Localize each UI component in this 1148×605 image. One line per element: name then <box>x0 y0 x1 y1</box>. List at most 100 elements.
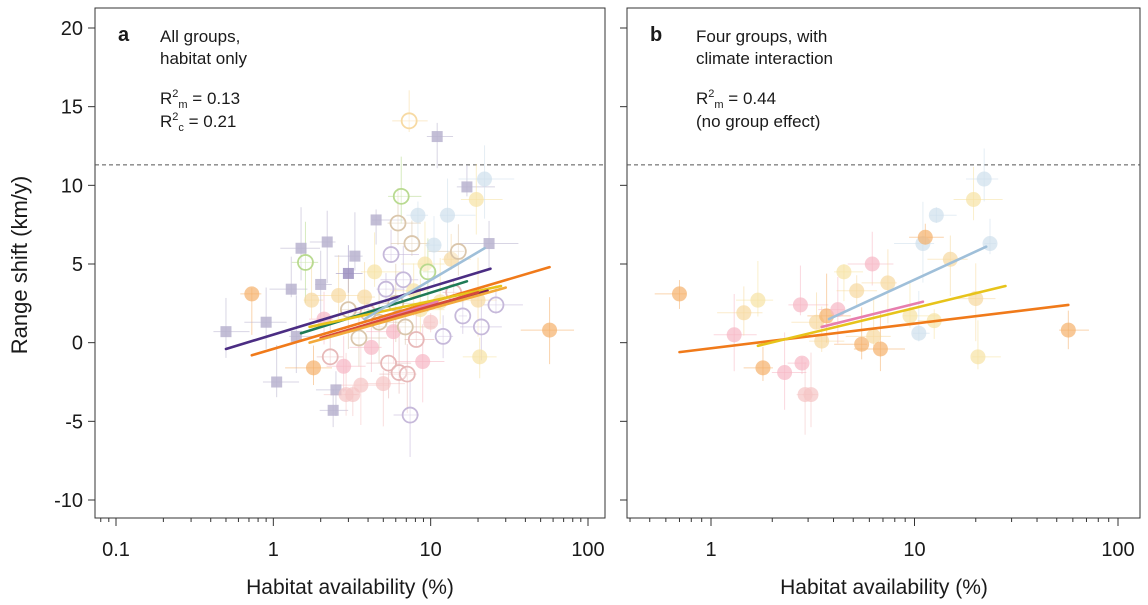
panel-b-x-tick-label: 10 <box>903 539 925 561</box>
y-tick-label: 5 <box>72 254 83 276</box>
regression-line <box>363 246 486 321</box>
y-tick-label: -10 <box>54 490 83 512</box>
data-point-open-circle <box>434 327 452 345</box>
data-point-circle <box>410 207 426 223</box>
panel-b-x-tick-label: 100 <box>1101 539 1134 561</box>
data-point-circle <box>472 349 488 365</box>
data-point-circle <box>970 349 986 365</box>
data-point-circle <box>468 191 484 207</box>
y-tick-label: 0 <box>72 333 83 355</box>
data-point-circle <box>750 292 766 308</box>
data-point-square <box>321 236 333 248</box>
data-point-open-circle <box>321 348 339 366</box>
panel-a-title-line2: habitat only <box>160 49 247 68</box>
panel-a-x-tick-label: 10 <box>420 539 442 561</box>
data-point-circle <box>671 286 687 302</box>
panel-b-stat-note: (no group effect) <box>696 112 820 131</box>
data-point-open-circle <box>297 254 314 271</box>
data-point-open-circle <box>419 263 437 281</box>
regression-line <box>820 300 925 329</box>
data-point-open-circle <box>392 187 410 205</box>
data-point-circle <box>854 336 870 352</box>
data-point-circle <box>426 237 442 253</box>
data-point-open-circle <box>398 365 416 383</box>
data-point-square <box>290 330 302 342</box>
data-point-circle <box>976 171 992 187</box>
regression-line <box>250 265 551 357</box>
data-point-circle <box>982 236 998 252</box>
data-point-circle <box>353 377 369 393</box>
data-point-open-circle <box>487 296 505 314</box>
data-point-square <box>461 181 473 193</box>
data-point-circle <box>942 251 958 267</box>
data-point-circle <box>814 333 830 349</box>
data-point-open-circle <box>401 406 419 424</box>
panel-a-x-tick-label: 100 <box>571 539 604 561</box>
data-point-circle <box>304 292 320 308</box>
data-point-open-circle <box>394 271 412 289</box>
data-point-circle <box>777 365 793 381</box>
data-point-circle <box>726 327 742 343</box>
data-point-square <box>483 238 495 250</box>
panel-b-title-line1: Four groups, with <box>696 27 827 46</box>
regression-line <box>756 284 1007 348</box>
data-point-circle <box>331 287 347 303</box>
data-point-circle <box>336 358 352 374</box>
y-axis-label: Range shift (km/y) <box>7 176 32 355</box>
data-point-circle <box>794 355 810 371</box>
data-point-square <box>431 131 443 143</box>
data-point-circle <box>440 207 456 223</box>
panel-b-x-tick-label: 1 <box>705 539 716 561</box>
data-point-square <box>342 267 354 279</box>
data-point-square <box>349 250 361 262</box>
regression-line <box>678 303 1070 354</box>
data-point-open-circle <box>389 214 407 232</box>
data-point-square <box>327 404 339 416</box>
panel-b-letter: b <box>650 24 662 46</box>
data-point-circle <box>803 387 819 403</box>
data-point-circle <box>1060 322 1076 338</box>
data-point-circle <box>755 360 771 376</box>
data-point-square <box>285 283 297 295</box>
regression-line <box>224 267 492 351</box>
panel-a-letter: a <box>118 24 130 46</box>
data-point-square <box>260 316 272 328</box>
data-point-open-circle <box>377 280 395 298</box>
data-point-circle <box>367 264 383 280</box>
panel-b-title-line2: climate interaction <box>696 49 833 68</box>
data-point-circle <box>866 328 882 344</box>
data-point-square <box>370 214 382 226</box>
data-point-circle <box>244 286 260 302</box>
data-point-circle <box>736 305 752 321</box>
data-point-open-circle <box>382 246 400 263</box>
data-point-circle <box>911 325 927 341</box>
data-point-circle <box>872 341 888 357</box>
data-point-open-circle <box>454 307 472 325</box>
y-tick-label: 10 <box>61 175 83 197</box>
y-tick-label: 20 <box>61 18 83 40</box>
data-point-circle <box>415 354 431 370</box>
panel-a-marks: 20 15 10 5 0 -5 -10 0.1 1 10 100 <box>54 18 605 561</box>
panel-b-frame <box>626 7 1141 519</box>
panel-b: 1 10 100 b Four groups, with climate inter… <box>620 7 1141 599</box>
data-point-open-circle <box>396 318 414 336</box>
data-point-circle <box>849 283 865 299</box>
panel-a-title-line1: All groups, <box>160 27 240 46</box>
data-point-open-circle <box>472 318 490 336</box>
data-point-circle <box>917 229 933 245</box>
panel-b-marks: 1 10 100 <box>620 27 1140 561</box>
regression-line <box>319 291 480 340</box>
data-point-circle <box>966 191 982 207</box>
data-point-open-circle <box>400 112 418 130</box>
data-point-square <box>330 384 342 396</box>
data-point-circle <box>443 251 459 267</box>
data-point-circle <box>902 308 918 324</box>
data-point-circle <box>363 339 379 355</box>
data-point-open-circle <box>449 243 467 260</box>
regression-line <box>308 284 503 329</box>
data-point-open-circle <box>407 331 425 348</box>
data-point-circle <box>836 264 852 280</box>
panel-a-x-tick-label: 0.1 <box>102 539 130 561</box>
